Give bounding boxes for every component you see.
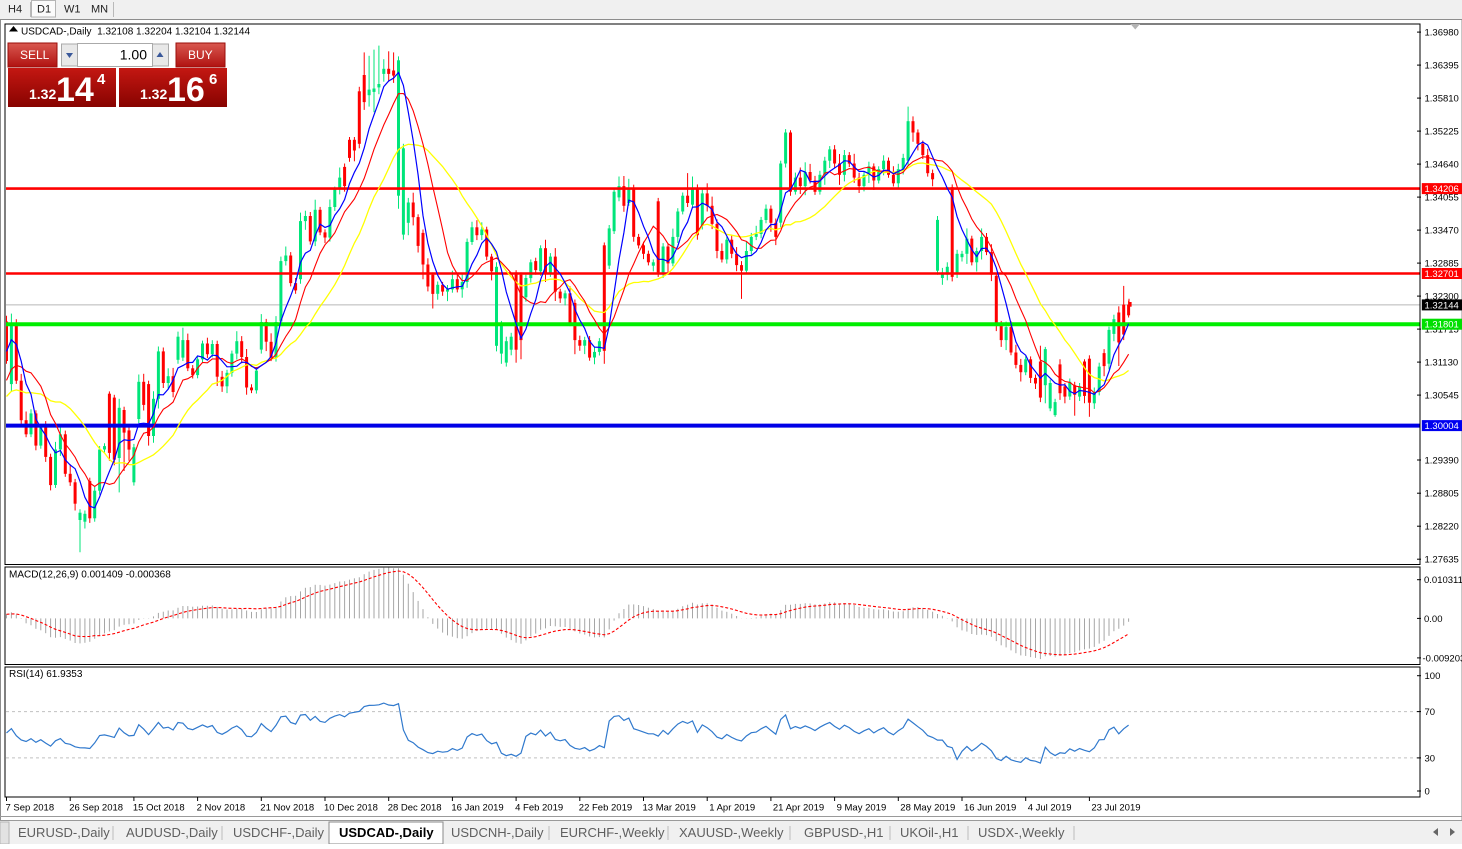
svg-text:0.00: 0.00	[1424, 614, 1443, 625]
svg-text:1.32885: 1.32885	[1425, 259, 1459, 270]
svg-text:1.34206: 1.34206	[1425, 184, 1459, 195]
svg-text:MACD(12,26,9) 0.001409 -0.0003: MACD(12,26,9) 0.001409 -0.000368	[9, 570, 171, 581]
svg-text:1.32144: 1.32144	[1425, 300, 1459, 311]
svg-text:14: 14	[56, 71, 94, 109]
svg-text:USDCHF-,Daily: USDCHF-,Daily	[233, 825, 325, 840]
svg-text:4: 4	[97, 71, 106, 88]
svg-text:MN: MN	[91, 4, 108, 16]
svg-text:EURCHF-,Weekly: EURCHF-,Weekly	[560, 825, 665, 840]
svg-text:1.30545: 1.30545	[1425, 391, 1459, 402]
svg-text:H4: H4	[8, 4, 22, 16]
svg-text:1.31130: 1.31130	[1425, 358, 1459, 369]
svg-text:BUY: BUY	[188, 48, 213, 62]
svg-text:1.32: 1.32	[29, 86, 56, 102]
svg-text:W1: W1	[64, 4, 81, 16]
svg-text:1.29390: 1.29390	[1425, 456, 1459, 467]
svg-text:1.36980: 1.36980	[1425, 28, 1459, 39]
svg-text:13 Mar 2019: 13 Mar 2019	[643, 803, 696, 814]
svg-text:1.35810: 1.35810	[1425, 94, 1459, 105]
svg-text:21 Apr 2019: 21 Apr 2019	[773, 803, 824, 814]
svg-text:9 May 2019: 9 May 2019	[837, 803, 887, 814]
svg-text:0: 0	[1425, 787, 1430, 798]
svg-text:6: 6	[209, 71, 217, 88]
svg-text:1 Apr 2019: 1 Apr 2019	[709, 803, 755, 814]
svg-text:RSI(14) 61.9353: RSI(14) 61.9353	[9, 669, 83, 680]
svg-text:AUDUSD-,Daily: AUDUSD-,Daily	[126, 825, 218, 840]
svg-text:GBPUSD-,H1: GBPUSD-,H1	[804, 825, 883, 840]
svg-text:1.28805: 1.28805	[1425, 489, 1459, 500]
svg-text:16 Jan 2019: 16 Jan 2019	[451, 803, 503, 814]
svg-text:-0.009203: -0.009203	[1423, 653, 1462, 664]
svg-text:7 Sep 2018: 7 Sep 2018	[6, 803, 55, 814]
svg-text:23 Jul 2019: 23 Jul 2019	[1091, 803, 1140, 814]
svg-text:1.00: 1.00	[120, 47, 147, 63]
svg-text:4 Feb 2019: 4 Feb 2019	[515, 803, 563, 814]
svg-text:USDX-,Weekly: USDX-,Weekly	[978, 825, 1065, 840]
svg-text:USDCAD-,Daily: USDCAD-,Daily	[339, 825, 434, 840]
svg-text:SELL: SELL	[20, 48, 50, 62]
svg-text:28 Dec 2018: 28 Dec 2018	[388, 803, 442, 814]
svg-text:16: 16	[167, 71, 205, 109]
svg-text:10 Dec 2018: 10 Dec 2018	[324, 803, 378, 814]
svg-text:16 Jun 2019: 16 Jun 2019	[964, 803, 1016, 814]
svg-text:0.010311: 0.010311	[1424, 575, 1462, 586]
svg-text:1.27635: 1.27635	[1425, 555, 1459, 566]
svg-text:1.32: 1.32	[140, 86, 167, 102]
svg-text:28 May 2019: 28 May 2019	[900, 803, 955, 814]
svg-text:30: 30	[1425, 753, 1436, 764]
svg-text:26 Sep 2018: 26 Sep 2018	[69, 803, 123, 814]
svg-text:70: 70	[1425, 707, 1436, 718]
svg-text:4 Jul 2019: 4 Jul 2019	[1028, 803, 1072, 814]
svg-text:XAUUSD-,Weekly: XAUUSD-,Weekly	[679, 825, 784, 840]
svg-text:1.33470: 1.33470	[1425, 226, 1459, 237]
svg-text:21 Nov 2018: 21 Nov 2018	[260, 803, 314, 814]
svg-text:100: 100	[1425, 671, 1441, 682]
svg-text:USDCNH-,Daily: USDCNH-,Daily	[451, 825, 544, 840]
svg-text:1.35225: 1.35225	[1425, 127, 1459, 138]
svg-text:EURUSD-,Daily: EURUSD-,Daily	[18, 825, 110, 840]
svg-text:1.36395: 1.36395	[1425, 61, 1459, 72]
svg-text:2 Nov 2018: 2 Nov 2018	[197, 803, 246, 814]
svg-text:D1: D1	[37, 4, 51, 16]
svg-text:1.31801: 1.31801	[1425, 320, 1459, 331]
svg-text:USDCAD-,Daily 1.32108 1.32204: USDCAD-,Daily 1.32108 1.32204 1.32104 1.…	[21, 27, 250, 38]
svg-text:22 Feb 2019: 22 Feb 2019	[579, 803, 632, 814]
svg-text:UKOil-,H1: UKOil-,H1	[900, 825, 959, 840]
svg-text:15 Oct 2018: 15 Oct 2018	[133, 803, 185, 814]
svg-text:1.34640: 1.34640	[1425, 160, 1459, 171]
svg-text:1.28220: 1.28220	[1425, 522, 1459, 533]
svg-text:1.32701: 1.32701	[1425, 269, 1459, 280]
svg-text:1.30004: 1.30004	[1425, 421, 1459, 432]
